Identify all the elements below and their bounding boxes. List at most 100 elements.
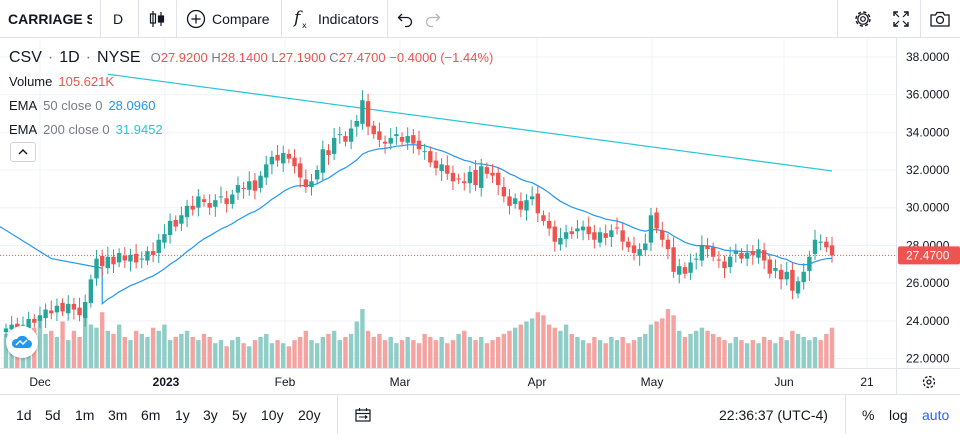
candle[interactable] (190, 205, 195, 210)
range-button-3y[interactable]: 3y (203, 406, 218, 423)
ema200-line[interactable] (107, 73, 833, 172)
candle[interactable] (682, 267, 688, 274)
candle[interactable] (773, 268, 778, 271)
time-axis[interactable]: Dec 2023 Feb Mar Apr May Jun 21 (0, 368, 896, 394)
candle[interactable] (512, 198, 518, 204)
candle[interactable] (586, 226, 591, 235)
candle[interactable] (94, 258, 99, 279)
candle[interactable] (139, 258, 144, 260)
percent-scale-button[interactable]: % (862, 406, 875, 423)
candle[interactable] (558, 237, 563, 245)
range-button-3m[interactable]: 3m (108, 406, 128, 423)
candle[interactable] (224, 198, 229, 204)
candle[interactable] (592, 232, 597, 240)
ema200-legend[interactable]: EMA 200 close 0 31.9452 (9, 118, 493, 142)
price-axis[interactable]: 38.0000 36.0000 34.0000 32.0000 30.0000 28.00… (896, 38, 960, 368)
candle[interactable] (207, 203, 212, 208)
candle[interactable] (230, 194, 235, 204)
candle[interactable] (297, 163, 303, 178)
candle[interactable] (382, 141, 388, 144)
range-button-20y[interactable]: 20y (298, 406, 321, 423)
redo-button[interactable] (424, 0, 442, 38)
price-chart[interactable] (0, 38, 896, 368)
candle[interactable] (343, 136, 348, 142)
candle[interactable] (597, 232, 603, 243)
candle[interactable] (529, 196, 535, 200)
candle[interactable] (275, 154, 280, 161)
ema50-line[interactable] (0, 144, 833, 305)
candle[interactable] (790, 269, 795, 291)
fullscreen-button[interactable] (891, 0, 911, 38)
candle[interactable] (264, 164, 269, 178)
candle[interactable] (756, 249, 761, 258)
candle[interactable] (37, 315, 43, 321)
range-button-10y[interactable]: 10y (261, 406, 284, 423)
candle[interactable] (377, 131, 382, 140)
candle[interactable] (439, 164, 444, 171)
candle[interactable] (411, 135, 416, 144)
candle[interactable] (128, 254, 133, 262)
candle[interactable] (428, 151, 433, 163)
candle[interactable] (563, 232, 569, 239)
candle[interactable] (54, 305, 60, 313)
date-range-button[interactable] (354, 395, 372, 434)
candle[interactable] (535, 193, 541, 214)
candle[interactable] (331, 137, 337, 154)
candle[interactable] (218, 196, 224, 198)
candle[interactable] (26, 318, 31, 329)
candle[interactable] (433, 160, 439, 169)
candle[interactable] (66, 303, 71, 314)
candle[interactable] (348, 128, 354, 142)
candle[interactable] (320, 149, 326, 173)
candle[interactable] (620, 230, 625, 242)
candle[interactable] (767, 259, 772, 274)
indicators-button[interactable]: f x Indicators (292, 0, 379, 38)
settings-button[interactable] (852, 0, 874, 38)
candle[interactable] (71, 303, 77, 310)
candle[interactable] (32, 318, 37, 323)
candle[interactable] (360, 100, 365, 124)
candle[interactable] (546, 220, 552, 229)
candle[interactable] (405, 136, 410, 143)
candle[interactable] (807, 256, 812, 271)
candle[interactable] (609, 230, 614, 237)
candle[interactable] (9, 324, 14, 330)
candle[interactable] (116, 252, 122, 263)
candle[interactable] (196, 196, 201, 208)
candle[interactable] (524, 200, 529, 211)
candle[interactable] (750, 251, 755, 255)
candle[interactable] (705, 245, 710, 250)
candle[interactable] (699, 245, 705, 261)
candle[interactable] (818, 241, 823, 243)
candle[interactable] (688, 262, 693, 273)
candle[interactable] (247, 181, 252, 190)
candle[interactable] (99, 255, 105, 267)
candle[interactable] (111, 256, 116, 265)
symbol-search-button[interactable]: CARRIAGE SERVICES (8, 0, 92, 38)
candle[interactable] (784, 271, 789, 280)
candle[interactable] (654, 212, 659, 229)
candle[interactable] (829, 245, 835, 256)
candle[interactable] (569, 231, 574, 235)
candle[interactable] (156, 239, 161, 253)
candle[interactable] (637, 249, 642, 256)
candle[interactable] (105, 256, 111, 269)
candle[interactable] (337, 134, 342, 136)
candle[interactable] (603, 233, 608, 238)
candle[interactable] (479, 166, 484, 188)
interval-button[interactable]: D (113, 0, 123, 38)
candle[interactable] (88, 279, 94, 303)
candle[interactable] (552, 226, 557, 242)
candle[interactable] (388, 137, 393, 144)
candle[interactable] (462, 181, 467, 184)
candle[interactable] (167, 220, 173, 236)
range-button-5d[interactable]: 5d (45, 406, 61, 423)
candle[interactable] (292, 157, 297, 167)
candle[interactable] (77, 307, 82, 316)
candle[interactable] (631, 245, 637, 253)
candle[interactable] (43, 309, 48, 319)
candle[interactable] (258, 175, 263, 188)
compare-button[interactable]: Compare (186, 0, 270, 38)
candle[interactable] (541, 215, 546, 221)
range-button-1y[interactable]: 1y (175, 406, 190, 423)
